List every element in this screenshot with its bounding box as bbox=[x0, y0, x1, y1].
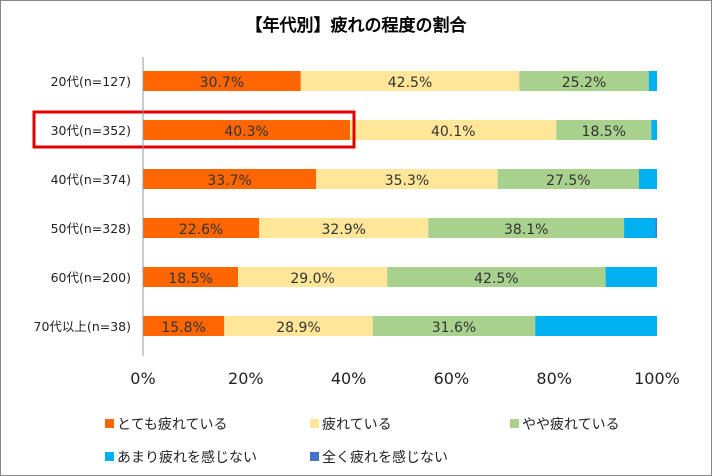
data-label: 28.9% bbox=[276, 320, 320, 336]
bar-segment bbox=[605, 267, 657, 287]
bar-segment bbox=[143, 71, 301, 91]
legend-swatch bbox=[105, 452, 114, 461]
data-label: 33.7% bbox=[207, 173, 251, 189]
bar-segment bbox=[535, 316, 657, 336]
legend-label: あまり疲れを感じない bbox=[117, 449, 257, 466]
data-label: 35.3% bbox=[385, 173, 429, 189]
data-label: 22.6% bbox=[179, 222, 223, 238]
category-label: 30代(n=352) bbox=[51, 123, 131, 138]
bar-segment bbox=[316, 169, 498, 189]
legend-swatch bbox=[310, 419, 319, 428]
bar-segment bbox=[648, 71, 657, 91]
data-label: 32.9% bbox=[321, 222, 365, 238]
legend-swatch bbox=[510, 419, 519, 428]
data-label: 18.5% bbox=[168, 271, 212, 287]
data-label: 18.5% bbox=[582, 124, 626, 140]
bar-segment bbox=[651, 120, 657, 140]
legend-label: とても疲れている bbox=[117, 416, 227, 433]
legend-label: やや疲れている bbox=[522, 416, 620, 433]
data-label: 42.5% bbox=[388, 75, 432, 91]
bar-segment bbox=[350, 120, 557, 140]
category-label: 40代(n=374) bbox=[51, 172, 131, 187]
category-label: 20代(n=127) bbox=[51, 74, 131, 89]
x-tick-label: 80% bbox=[536, 369, 572, 388]
data-label: 31.6% bbox=[432, 320, 476, 336]
bar-segment bbox=[387, 267, 606, 287]
x-tick-label: 20% bbox=[228, 369, 264, 388]
bar-segment bbox=[143, 218, 260, 238]
bar-segment bbox=[224, 316, 373, 336]
x-tick-label: 100% bbox=[634, 369, 680, 388]
bar-segment bbox=[639, 169, 657, 189]
category-label: 60代(n=200) bbox=[51, 270, 131, 285]
category-label: 50代(n=328) bbox=[51, 221, 131, 236]
data-label: 40.3% bbox=[224, 124, 268, 140]
category-label: 70代以上(n=38) bbox=[34, 319, 131, 334]
legend-swatch bbox=[310, 452, 319, 461]
data-label: 30.7% bbox=[200, 75, 244, 91]
data-label: 27.5% bbox=[546, 173, 590, 189]
bar-segment bbox=[655, 218, 657, 238]
data-label: 15.8% bbox=[161, 320, 205, 336]
data-label: 38.1% bbox=[504, 222, 548, 238]
bar-segment bbox=[143, 120, 351, 140]
chart-title: 【年代別】疲れの程度の割合 bbox=[246, 15, 468, 36]
bar-segment bbox=[497, 169, 640, 189]
bar-segment bbox=[624, 218, 656, 238]
bar-segment bbox=[372, 316, 536, 336]
bar-segment bbox=[428, 218, 625, 238]
data-label: 29.0% bbox=[290, 271, 334, 287]
legend-label: 全く疲れを感じない bbox=[322, 449, 448, 466]
bar-segment bbox=[143, 267, 239, 287]
data-label: 40.1% bbox=[431, 124, 475, 140]
legend-label: 疲れている bbox=[322, 416, 392, 433]
bar-segment bbox=[259, 218, 429, 238]
bar-segment bbox=[519, 71, 649, 91]
bar-segment bbox=[238, 267, 388, 287]
bar-segment bbox=[556, 120, 652, 140]
x-tick-label: 40% bbox=[331, 369, 367, 388]
bar-segment bbox=[143, 316, 225, 336]
highlight-box bbox=[32, 110, 356, 149]
data-label: 42.5% bbox=[474, 271, 518, 287]
x-tick-label: 60% bbox=[434, 369, 470, 388]
bar-segment bbox=[300, 71, 520, 91]
bar-segment bbox=[143, 169, 317, 189]
x-tick-label: 0% bbox=[130, 369, 155, 388]
data-label: 25.2% bbox=[562, 75, 606, 91]
legend-swatch bbox=[105, 419, 114, 428]
